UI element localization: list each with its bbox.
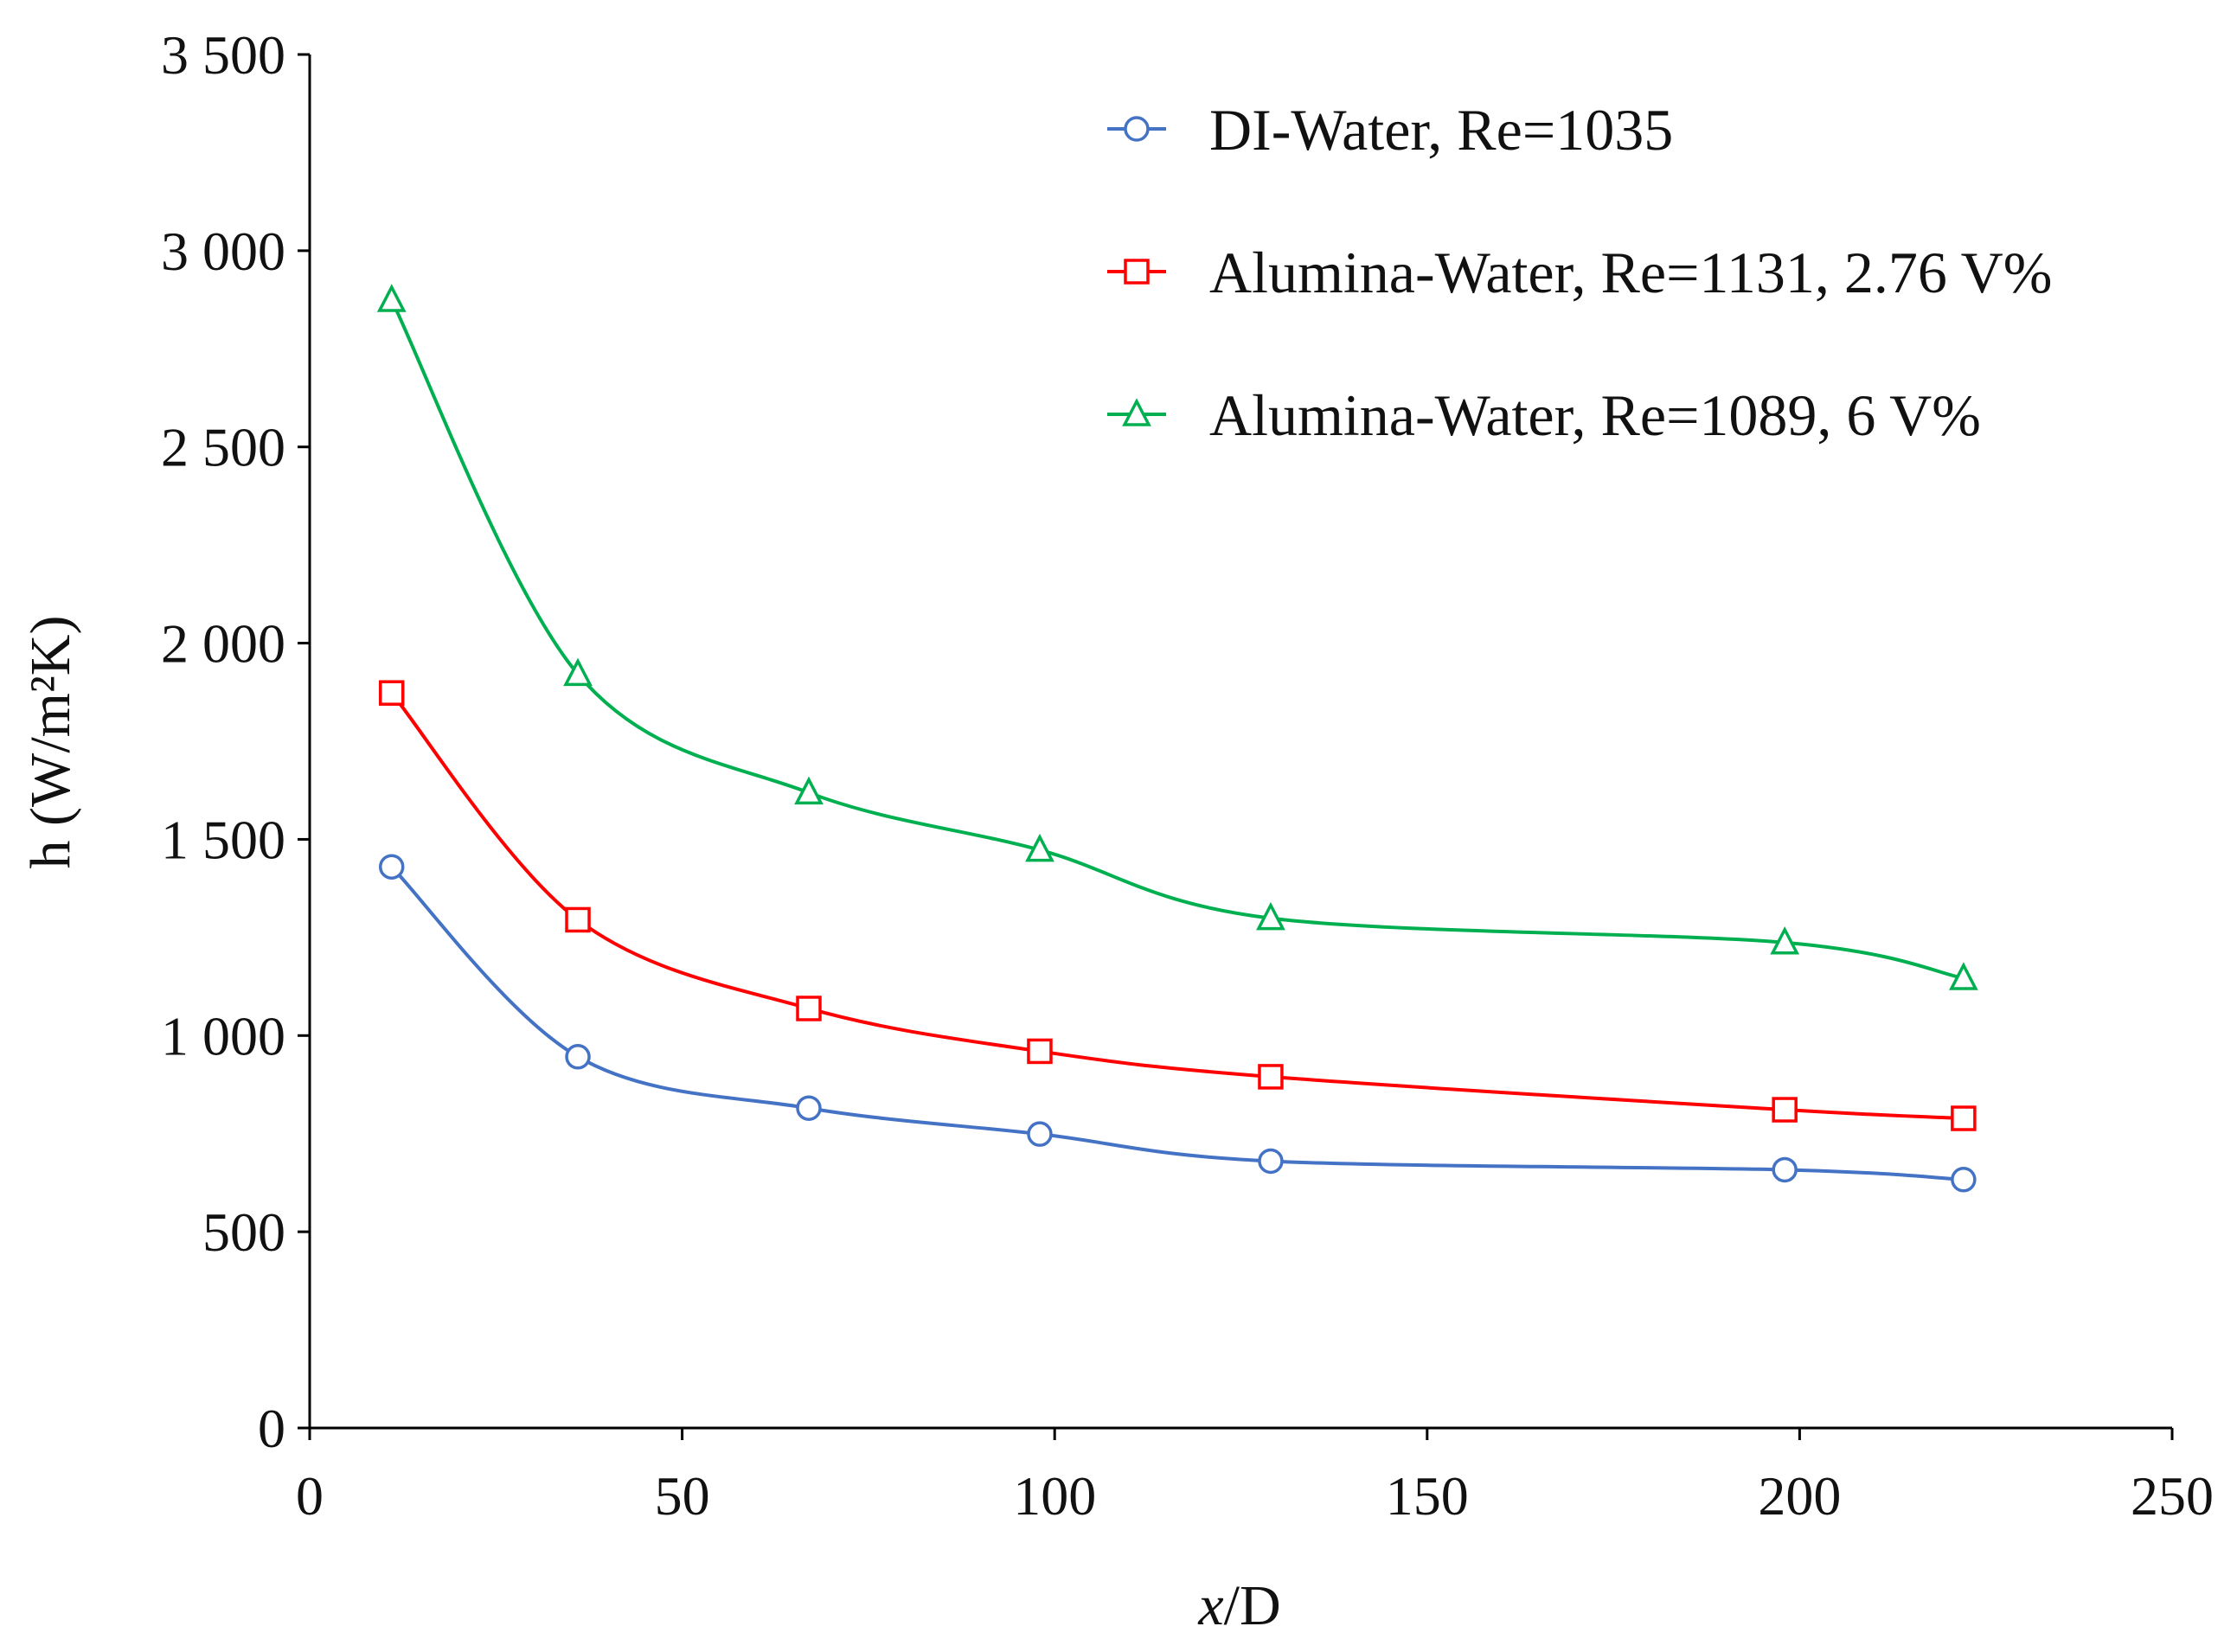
legend: DI-Water, Re=1035 Alumina-Water, Re=1131,… (1107, 97, 2052, 448)
y-axis-label: h (W/m²K) (19, 616, 82, 869)
data-point-triangle (1025, 833, 1054, 862)
y-tick-label: 1 000 (161, 1005, 285, 1066)
legend-label: DI-Water, Re=1035 (1209, 97, 1673, 163)
legend-marker-triangle (1122, 398, 1151, 426)
series-line (390, 865, 1964, 1181)
data-point-circle (1027, 1121, 1053, 1147)
y-tick-label: 1 500 (161, 809, 285, 870)
data-point-circle (1258, 1148, 1284, 1175)
x-tick-label: 50 (655, 1465, 710, 1527)
data-point-triangle (1256, 901, 1285, 931)
x-axis-label: x/D (1197, 1574, 1280, 1637)
legend-marker-circle (1124, 116, 1150, 142)
data-point-square (378, 680, 405, 706)
x-tick-label: 250 (2131, 1465, 2214, 1527)
data-point-triangle (794, 776, 824, 805)
data-point-circle (1951, 1167, 1977, 1193)
x-tick-label: 200 (1758, 1465, 1841, 1527)
data-point-circle (565, 1044, 591, 1070)
x-tick-label: 150 (1386, 1465, 1469, 1527)
x-tick-label: 0 (296, 1465, 324, 1527)
legend-label: Alumina-Water, Re=1131, 2.76 V% (1209, 240, 2052, 305)
legend-label: Alumina-Water, Re=1089, 6 V% (1209, 382, 1981, 448)
data-point-triangle (376, 284, 407, 312)
data-point-circle (1772, 1156, 1798, 1183)
data-point-square (1258, 1064, 1284, 1090)
x-axis-label-rest: /D (1224, 1574, 1281, 1637)
data-point-triangle (563, 657, 593, 687)
data-point-square (1772, 1097, 1798, 1123)
data-point-square (796, 996, 822, 1021)
y-tick-label: 2 500 (161, 417, 285, 478)
data-point-square (565, 906, 591, 933)
data-point-circle (796, 1095, 822, 1121)
data-point-square (1027, 1038, 1053, 1065)
data-point-triangle (1770, 925, 1800, 955)
y-tick-label: 3 000 (161, 221, 285, 282)
y-tick-label: 500 (202, 1201, 285, 1263)
series-2 (376, 284, 1978, 990)
x-tick-label: 100 (1013, 1465, 1096, 1527)
series-line (390, 691, 1964, 1121)
y-tick-label: 0 (258, 1398, 285, 1459)
legend-marker-square (1124, 259, 1150, 285)
data-point-square (1951, 1105, 1977, 1131)
data-point-triangle (1948, 962, 1978, 990)
series-0 (378, 854, 1977, 1193)
x-axis-label-italic: x (1197, 1574, 1223, 1637)
series-group (376, 284, 1978, 1193)
y-tick-label: 2 000 (161, 613, 285, 675)
y-tick-label: 3 500 (161, 24, 285, 86)
series-1 (378, 680, 1977, 1131)
data-point-circle (378, 854, 405, 880)
axes: 0 500 1 000 1 500 2 000 2 500 3 000 3 500 0 50 100… (161, 24, 2214, 1527)
